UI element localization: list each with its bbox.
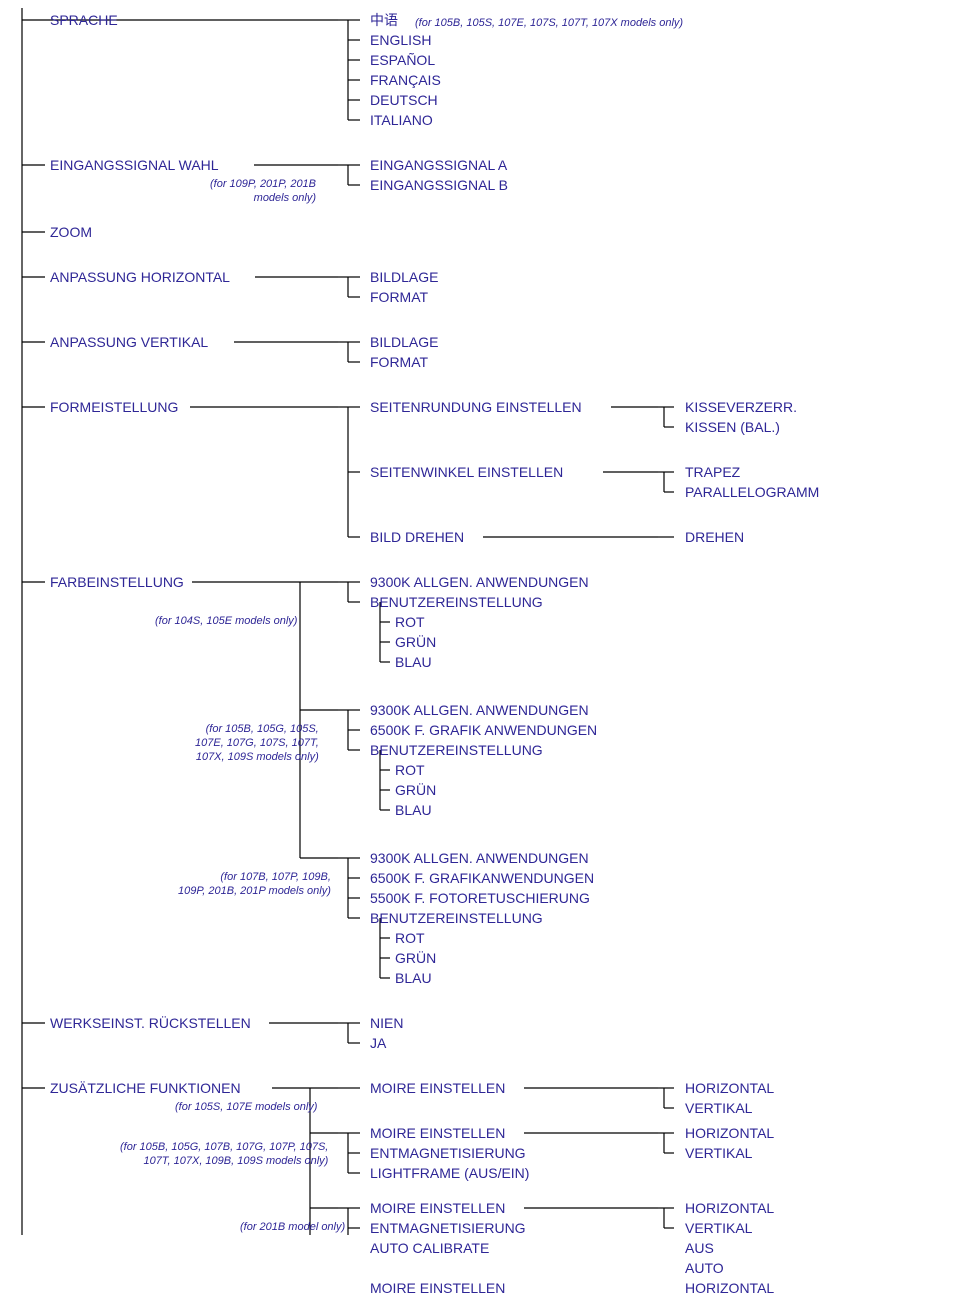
label-farb-n2: (for 105B, 105G, 105S,107E, 107G, 107S, … <box>195 723 319 764</box>
label-lang-de: DEUTSCH <box>370 93 438 107</box>
label-zus-n2: (for 105B, 105G, 107B, 107G, 107P, 107S,… <box>120 1141 328 1169</box>
label-farb-c4: BENUTZEREINSTELLUNG <box>370 911 543 925</box>
label-farb-c2: 6500K F. GRAFIKANWENDUNGEN <box>370 871 594 885</box>
label-zus-b2: ENTMAGNETISIERUNG <box>370 1146 526 1160</box>
label-anp-h-1: BILDLAGE <box>370 270 438 284</box>
label-form-1a: KISSEVERZERR. <box>685 400 797 414</box>
label-zus-a1: MOIRE EINSTELLEN <box>370 1081 505 1095</box>
label-zus-a1a: HORIZONTAL <box>685 1081 774 1095</box>
label-farb-b2: 6500K F. GRAFIK ANWENDUNGEN <box>370 723 597 737</box>
label-farb-b4: ROT <box>395 763 425 777</box>
label-anp-v-1: BILDLAGE <box>370 335 438 349</box>
label-farb-c5: ROT <box>395 931 425 945</box>
label-zus-d1a: HORIZONTAL <box>685 1281 774 1295</box>
label-lang-fr: FRANÇAIS <box>370 73 441 87</box>
label-farb-a2: BENUTZEREINSTELLUNG <box>370 595 543 609</box>
label-farb-b3: BENUTZEREINSTELLUNG <box>370 743 543 757</box>
label-zus-c3a: AUS <box>685 1241 714 1255</box>
label-lang-zh-note: (for 105B, 105S, 107E, 107S, 107T, 107X … <box>415 17 683 31</box>
label-anp-h: ANPASSUNG HORIZONTAL <box>50 270 230 284</box>
label-farb-c7: BLAU <box>395 971 432 985</box>
label-lang-it: ITALIANO <box>370 113 433 127</box>
label-anp-h-2: FORMAT <box>370 290 428 304</box>
label-form-3: BILD DREHEN <box>370 530 464 544</box>
label-zus: ZUSÄTZLICHE FUNKTIONEN <box>50 1081 241 1095</box>
label-zus-b3: LIGHTFRAME (AUS/EIN) <box>370 1166 529 1180</box>
label-farb-n1: (for 104S, 105E models only) <box>155 615 297 629</box>
label-zoom: ZOOM <box>50 225 92 239</box>
label-form-2a: TRAPEZ <box>685 465 740 479</box>
label-eingang-b: EINGANGSSIGNAL B <box>370 178 508 192</box>
label-lang-zh: 中语 <box>370 13 398 27</box>
label-farb-n3: (for 107B, 107P, 109B,109P, 201B, 201P m… <box>178 871 331 899</box>
label-form-2: SEITENWINKEL EINSTELLEN <box>370 465 563 479</box>
label-anp-v-2: FORMAT <box>370 355 428 369</box>
label-farb-a4: GRÜN <box>395 635 436 649</box>
label-zus-b1a: HORIZONTAL <box>685 1126 774 1140</box>
label-zus-c1a: HORIZONTAL <box>685 1201 774 1215</box>
label-zus-b1b: VERTIKAL <box>685 1146 752 1160</box>
label-zus-c1b: VERTIKAL <box>685 1221 752 1235</box>
label-sprache: SPRACHE <box>50 13 118 27</box>
label-farb-b5: GRÜN <box>395 783 436 797</box>
label-farb-b6: BLAU <box>395 803 432 817</box>
label-form: FORMEISTELLUNG <box>50 400 178 414</box>
label-farb-c6: GRÜN <box>395 951 436 965</box>
label-zus-n3: (for 201B model only) <box>240 1221 345 1235</box>
label-zus-c2: ENTMAGNETISIERUNG <box>370 1221 526 1235</box>
label-zus-c1: MOIRE EINSTELLEN <box>370 1201 505 1215</box>
label-zus-n1: (for 105S, 107E models only) <box>175 1101 317 1115</box>
label-zus-c3: AUTO CALIBRATE <box>370 1241 489 1255</box>
label-anp-v: ANPASSUNG VERTIKAL <box>50 335 208 349</box>
label-werk: WERKSEINST. RÜCKSTELLEN <box>50 1016 251 1030</box>
label-farb-a5: BLAU <box>395 655 432 669</box>
label-form-3a: DREHEN <box>685 530 744 544</box>
label-form-1: SEITENRUNDUNG EINSTELLEN <box>370 400 582 414</box>
label-eingang: EINGANGSSIGNAL WAHL <box>50 158 219 172</box>
label-farb-b1: 9300K ALLGEN. ANWENDUNGEN <box>370 703 589 717</box>
label-werk-2: JA <box>370 1036 386 1050</box>
label-zus-a1b: VERTIKAL <box>685 1101 752 1115</box>
label-lang-en: ENGLISH <box>370 33 431 47</box>
label-farb: FARBEINSTELLUNG <box>50 575 184 589</box>
label-farb-c1: 9300K ALLGEN. ANWENDUNGEN <box>370 851 589 865</box>
label-farb-c3: 5500K F. FOTORETUSCHIERUNG <box>370 891 590 905</box>
label-eingang-note: (for 109P, 201P, 201Bmodels only) <box>210 178 316 206</box>
label-farb-a3: ROT <box>395 615 425 629</box>
label-lang-es: ESPAÑOL <box>370 53 435 67</box>
label-zus-d1: MOIRE EINSTELLEN <box>370 1281 505 1295</box>
label-zus-c3b: AUTO <box>685 1261 724 1275</box>
label-form-2b: PARALLELOGRAMM <box>685 485 819 499</box>
label-farb-a1: 9300K ALLGEN. ANWENDUNGEN <box>370 575 589 589</box>
label-werk-1: NIEN <box>370 1016 403 1030</box>
label-eingang-a: EINGANGSSIGNAL A <box>370 158 507 172</box>
label-zus-b1: MOIRE EINSTELLEN <box>370 1126 505 1140</box>
label-form-1b: KISSEN (BAL.) <box>685 420 780 434</box>
